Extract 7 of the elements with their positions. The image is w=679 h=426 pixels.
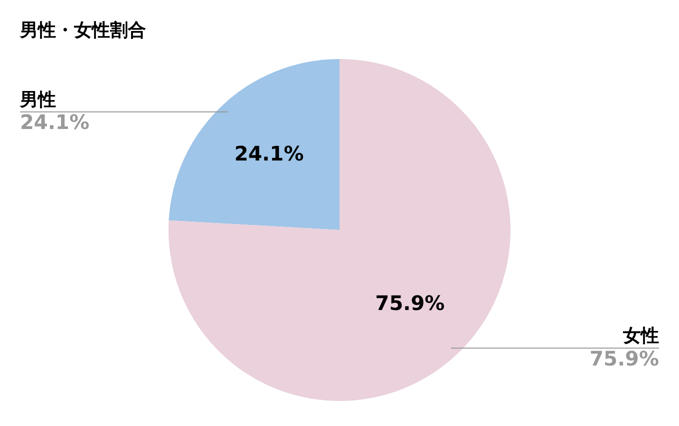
data-label: 24.1% (234, 142, 304, 166)
text: 75.9% (590, 346, 659, 370)
slice-label: 女性 (622, 326, 659, 347)
chart-title: 男性・女性割合 (20, 19, 146, 42)
data-label: 75.9% (375, 290, 445, 315)
slice-label: 男性 (19, 90, 56, 111)
text: 24.1% (20, 110, 90, 134)
